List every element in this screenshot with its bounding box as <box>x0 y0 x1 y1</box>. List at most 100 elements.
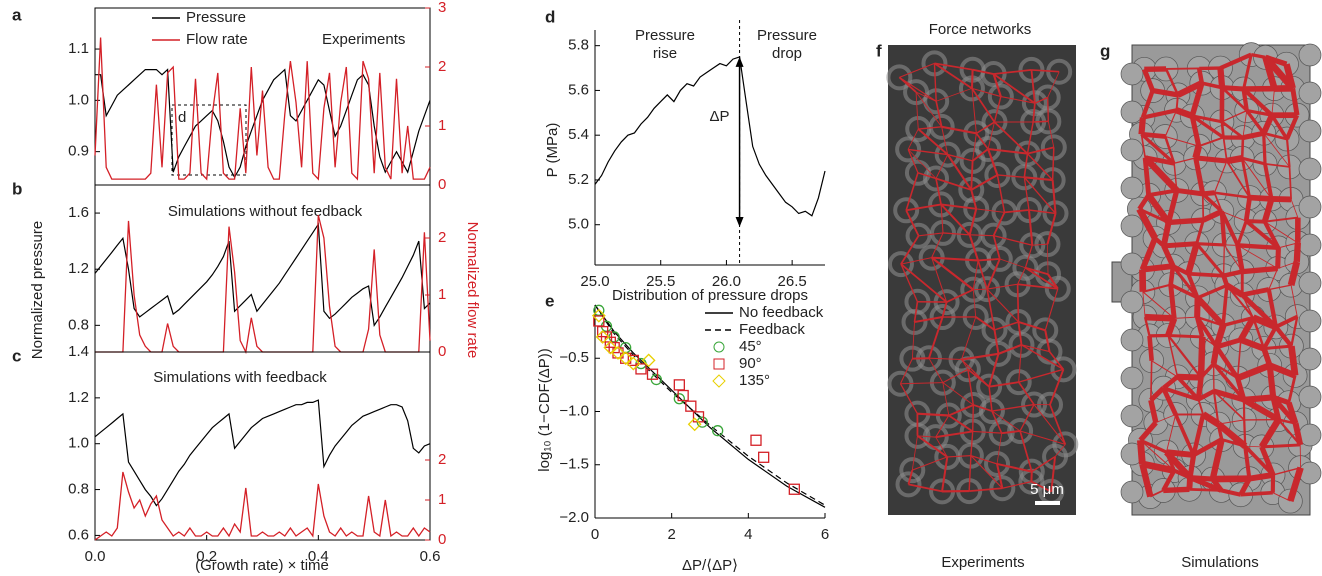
cell <box>991 199 1018 226</box>
force-chain <box>1033 120 1049 123</box>
force-chain <box>1226 284 1255 319</box>
force-chain <box>1151 360 1178 378</box>
force-chain <box>1161 469 1177 492</box>
force-chain <box>1222 137 1228 162</box>
force-chain <box>1024 245 1033 268</box>
force-chain <box>1222 244 1225 276</box>
force-chain <box>1243 419 1247 447</box>
particle <box>1298 385 1322 409</box>
cell <box>978 398 1005 425</box>
x-tick-label: 25.0 <box>580 273 609 290</box>
y2-tick-label: 2 <box>438 58 446 75</box>
series-line <box>94 222 431 327</box>
cell <box>985 340 1012 367</box>
marker <box>591 308 606 323</box>
force-chain <box>986 258 1001 290</box>
force-chain <box>975 121 995 134</box>
force-chain <box>1026 121 1034 154</box>
force-chain <box>1213 160 1228 193</box>
force-chain <box>1189 82 1205 117</box>
force-chain <box>941 301 948 318</box>
marker <box>677 389 689 402</box>
force-chain <box>928 357 962 361</box>
force-chain <box>970 160 974 190</box>
marker <box>685 400 697 412</box>
force-chain <box>993 235 1033 246</box>
force-chain <box>1032 103 1036 123</box>
force-chain <box>1250 52 1266 59</box>
force-chain <box>1213 324 1227 348</box>
force-chain <box>1152 88 1179 98</box>
force-chain <box>1167 335 1179 377</box>
force-chain <box>991 410 1003 434</box>
force-chain <box>975 316 996 331</box>
force-chain <box>1139 463 1154 498</box>
force-chain <box>1142 263 1174 273</box>
force-chain <box>1024 267 1059 290</box>
force-chain <box>1030 69 1036 104</box>
x-tick-label: 2 <box>667 526 675 543</box>
force-chain <box>969 234 994 237</box>
cell <box>901 308 928 335</box>
force-chain <box>1268 268 1279 290</box>
panel-label: c <box>12 346 21 365</box>
force-chain <box>1214 345 1240 380</box>
force-chain <box>1210 477 1224 492</box>
cell <box>981 316 1008 343</box>
force-chain <box>1252 317 1266 349</box>
force-chain <box>900 263 948 303</box>
y-axis-label: P (MPa) <box>544 123 561 178</box>
force-chain <box>948 404 974 417</box>
y-tick-label: 5.0 <box>568 216 589 233</box>
force-chain <box>1241 156 1266 166</box>
cell <box>1021 90 1048 117</box>
force-chain <box>1047 273 1059 290</box>
force-chain <box>1240 490 1273 497</box>
panel-label: g <box>1100 41 1110 60</box>
force-chain <box>1142 283 1171 293</box>
cell <box>928 191 955 218</box>
force-chain <box>1016 284 1020 322</box>
force-chain <box>1030 480 1052 493</box>
particle <box>1120 176 1144 200</box>
y-tick-label: 1.2 <box>68 389 89 406</box>
force-chain <box>1242 54 1253 90</box>
force-chain <box>1235 377 1247 401</box>
legend-label: Feedback <box>739 321 805 338</box>
force-chain <box>1047 121 1055 148</box>
force-chain <box>1196 68 1205 84</box>
force-chain <box>940 203 977 210</box>
force-chain <box>1236 339 1242 379</box>
force-chain <box>1168 333 1203 339</box>
force-chain <box>1191 114 1225 139</box>
force-chain <box>1189 475 1223 493</box>
force-chain <box>1199 362 1215 379</box>
force-chain <box>970 189 978 210</box>
force-chain <box>1044 330 1051 352</box>
series-line <box>94 37 431 181</box>
force-chain <box>998 343 1022 355</box>
particle <box>1120 214 1144 238</box>
force-chain <box>1236 362 1271 382</box>
force-chain <box>1174 157 1196 164</box>
cell <box>963 195 990 222</box>
y2-tick-label: 2 <box>438 229 446 246</box>
force-chain <box>961 352 999 361</box>
force-chain <box>968 234 980 261</box>
legend-label: No feedback <box>739 304 824 321</box>
force-chain <box>1048 351 1065 370</box>
figure-title: Force networks <box>929 21 1032 38</box>
force-chain <box>1047 97 1050 122</box>
force-chain <box>1000 95 1035 104</box>
force-chain <box>1161 244 1176 268</box>
force-chain <box>996 463 1004 489</box>
marker <box>712 425 724 437</box>
force-chain <box>972 404 975 432</box>
particle <box>1298 157 1322 181</box>
force-chain <box>1285 138 1291 168</box>
force-chain <box>1025 266 1049 276</box>
force-chain <box>1050 456 1057 492</box>
force-chain <box>1028 209 1056 215</box>
force-chain <box>1287 375 1297 404</box>
force-chain <box>1290 87 1300 116</box>
